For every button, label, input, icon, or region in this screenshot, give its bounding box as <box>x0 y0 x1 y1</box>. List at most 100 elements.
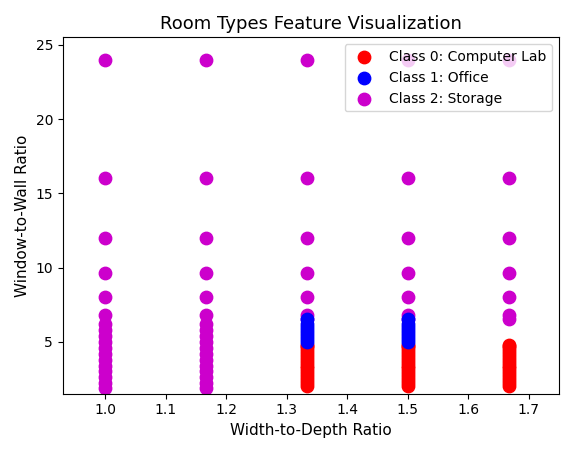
Class 0: Computer Lab: (1.5, 2.4): Computer Lab: (1.5, 2.4) <box>403 377 412 384</box>
Class 0: Computer Lab: (1.67, 4.4): Computer Lab: (1.67, 4.4) <box>504 347 513 354</box>
Class 2: Storage: (1, 1.9): Storage: (1, 1.9) <box>100 384 110 391</box>
Class 2: Storage: (1.67, 8): Storage: (1.67, 8) <box>504 294 513 301</box>
Class 2: Storage: (1.5, 9.6): Storage: (1.5, 9.6) <box>403 270 412 277</box>
Class 2: Storage: (1.17, 5.4): Storage: (1.17, 5.4) <box>201 332 211 339</box>
Class 1: Office: (1.5, 5.4): Office: (1.5, 5.4) <box>403 332 412 339</box>
Class 0: Computer Lab: (1.67, 3.4): Computer Lab: (1.67, 3.4) <box>504 362 513 369</box>
Class 0: Computer Lab: (1.67, 3): Computer Lab: (1.67, 3) <box>504 368 513 375</box>
Class 2: Storage: (1.17, 6.8): Storage: (1.17, 6.8) <box>201 311 211 318</box>
Class 0: Computer Lab: (1.33, 4): Computer Lab: (1.33, 4) <box>302 353 311 360</box>
Class 2: Storage: (1, 24): Storage: (1, 24) <box>100 56 110 63</box>
Class 0: Computer Lab: (1.33, 2.6): Computer Lab: (1.33, 2.6) <box>302 374 311 381</box>
Class 2: Storage: (1, 4.6): Storage: (1, 4.6) <box>100 344 110 352</box>
Class 2: Storage: (1.67, 9.6): Storage: (1.67, 9.6) <box>504 270 513 277</box>
Class 0: Computer Lab: (1.67, 3.2): Computer Lab: (1.67, 3.2) <box>504 365 513 372</box>
Class 1: Office: (1.5, 5.6): Office: (1.5, 5.6) <box>403 329 412 337</box>
X-axis label: Width-to-Depth Ratio: Width-to-Depth Ratio <box>230 423 392 438</box>
Class 2: Storage: (1.67, 16): Storage: (1.67, 16) <box>504 175 513 182</box>
Class 1: Office: (1.33, 5.4): Office: (1.33, 5.4) <box>302 332 311 339</box>
Class 0: Computer Lab: (1.5, 3.4): Computer Lab: (1.5, 3.4) <box>403 362 412 369</box>
Class 2: Storage: (1.17, 2.6): Storage: (1.17, 2.6) <box>201 374 211 381</box>
Class 1: Office: (1.5, 5.8): Office: (1.5, 5.8) <box>403 326 412 333</box>
Class 2: Storage: (1.67, 6.5): Storage: (1.67, 6.5) <box>504 316 513 323</box>
Class 0: Computer Lab: (1.33, 3.2): Computer Lab: (1.33, 3.2) <box>302 365 311 372</box>
Class 0: Computer Lab: (1.67, 4.6): Computer Lab: (1.67, 4.6) <box>504 344 513 352</box>
Class 0: Computer Lab: (1.5, 2.6): Computer Lab: (1.5, 2.6) <box>403 374 412 381</box>
Class 2: Storage: (1.5, 12): Storage: (1.5, 12) <box>403 234 412 241</box>
Class 2: Storage: (1.33, 6.5): Storage: (1.33, 6.5) <box>302 316 311 323</box>
Class 2: Storage: (1.17, 12): Storage: (1.17, 12) <box>201 234 211 241</box>
Class 1: Office: (1.33, 5.8): Office: (1.33, 5.8) <box>302 326 311 333</box>
Class 2: Storage: (1, 16): Storage: (1, 16) <box>100 175 110 182</box>
Class 2: Storage: (1.17, 4.6): Storage: (1.17, 4.6) <box>201 344 211 352</box>
Class 2: Storage: (1, 5): Storage: (1, 5) <box>100 338 110 345</box>
Class 2: Storage: (1.67, 12): Storage: (1.67, 12) <box>504 234 513 241</box>
Class 2: Storage: (1, 3.8): Storage: (1, 3.8) <box>100 356 110 363</box>
Class 2: Storage: (1.5, 6.5): Storage: (1.5, 6.5) <box>403 316 412 323</box>
Class 2: Storage: (1, 9.6): Storage: (1, 9.6) <box>100 270 110 277</box>
Class 2: Storage: (1.33, 9.6): Storage: (1.33, 9.6) <box>302 270 311 277</box>
Class 1: Office: (1.5, 5.2): Office: (1.5, 5.2) <box>403 335 412 342</box>
Class 0: Computer Lab: (1.67, 2): Computer Lab: (1.67, 2) <box>504 383 513 390</box>
Class 1: Office: (1.33, 5.2): Office: (1.33, 5.2) <box>302 335 311 342</box>
Class 2: Storage: (1.17, 3): Storage: (1.17, 3) <box>201 368 211 375</box>
Class 2: Storage: (1.17, 2.2): Storage: (1.17, 2.2) <box>201 380 211 387</box>
Class 2: Storage: (1.17, 8): Storage: (1.17, 8) <box>201 294 211 301</box>
Class 0: Computer Lab: (1.67, 2.6): Computer Lab: (1.67, 2.6) <box>504 374 513 381</box>
Class 2: Storage: (1.33, 16): Storage: (1.33, 16) <box>302 175 311 182</box>
Y-axis label: Window-to-Wall Ratio: Window-to-Wall Ratio <box>15 135 30 297</box>
Class 2: Storage: (1, 8): Storage: (1, 8) <box>100 294 110 301</box>
Class 2: Storage: (1, 6.8): Storage: (1, 6.8) <box>100 311 110 318</box>
Class 1: Office: (1.5, 5): Office: (1.5, 5) <box>403 338 412 345</box>
Class 0: Computer Lab: (1.67, 2.4): Computer Lab: (1.67, 2.4) <box>504 377 513 384</box>
Class 1: Office: (1.5, 6.5): Office: (1.5, 6.5) <box>403 316 412 323</box>
Class 0: Computer Lab: (1.5, 2): Computer Lab: (1.5, 2) <box>403 383 412 390</box>
Class 0: Computer Lab: (1.33, 3): Computer Lab: (1.33, 3) <box>302 368 311 375</box>
Class 2: Storage: (1, 4.2): Storage: (1, 4.2) <box>100 350 110 357</box>
Class 2: Storage: (1.33, 12): Storage: (1.33, 12) <box>302 234 311 241</box>
Class 2: Storage: (1.17, 16): Storage: (1.17, 16) <box>201 175 211 182</box>
Class 2: Storage: (1, 3): Storage: (1, 3) <box>100 368 110 375</box>
Class 0: Computer Lab: (1.67, 4.2): Computer Lab: (1.67, 4.2) <box>504 350 513 357</box>
Class 0: Computer Lab: (1.67, 2.2): Computer Lab: (1.67, 2.2) <box>504 380 513 387</box>
Class 2: Storage: (1, 5.4): Storage: (1, 5.4) <box>100 332 110 339</box>
Class 2: Storage: (1.67, 6.8): Storage: (1.67, 6.8) <box>504 311 513 318</box>
Class 0: Computer Lab: (1.5, 3): Computer Lab: (1.5, 3) <box>403 368 412 375</box>
Class 2: Storage: (1, 5.8): Storage: (1, 5.8) <box>100 326 110 333</box>
Class 2: Storage: (1.17, 1.9): Storage: (1.17, 1.9) <box>201 384 211 391</box>
Class 0: Computer Lab: (1.33, 3.6): Computer Lab: (1.33, 3.6) <box>302 359 311 366</box>
Class 2: Storage: (1, 6.2): Storage: (1, 6.2) <box>100 320 110 328</box>
Class 2: Storage: (1, 3.4): Storage: (1, 3.4) <box>100 362 110 369</box>
Class 2: Storage: (1, 12): Storage: (1, 12) <box>100 234 110 241</box>
Class 2: Storage: (1.67, 24): Storage: (1.67, 24) <box>504 56 513 63</box>
Class 1: Office: (1.33, 5.6): Office: (1.33, 5.6) <box>302 329 311 337</box>
Class 0: Computer Lab: (1.5, 2.8): Computer Lab: (1.5, 2.8) <box>403 371 412 378</box>
Class 0: Computer Lab: (1.67, 2.8): Computer Lab: (1.67, 2.8) <box>504 371 513 378</box>
Class 0: Computer Lab: (1.5, 3.2): Computer Lab: (1.5, 3.2) <box>403 365 412 372</box>
Class 0: Computer Lab: (1.33, 4.2): Computer Lab: (1.33, 4.2) <box>302 350 311 357</box>
Class 0: Computer Lab: (1.33, 2): Computer Lab: (1.33, 2) <box>302 383 311 390</box>
Class 1: Office: (1.33, 6): Office: (1.33, 6) <box>302 323 311 331</box>
Class 2: Storage: (1.17, 4.2): Storage: (1.17, 4.2) <box>201 350 211 357</box>
Class 1: Office: (1.33, 6.5): Office: (1.33, 6.5) <box>302 316 311 323</box>
Class 0: Computer Lab: (1.67, 4.8): Computer Lab: (1.67, 4.8) <box>504 341 513 348</box>
Class 2: Storage: (1.17, 5): Storage: (1.17, 5) <box>201 338 211 345</box>
Class 0: Computer Lab: (1.5, 4): Computer Lab: (1.5, 4) <box>403 353 412 360</box>
Title: Room Types Feature Visualization: Room Types Feature Visualization <box>160 15 462 33</box>
Class 0: Computer Lab: (1.5, 4.8): Computer Lab: (1.5, 4.8) <box>403 341 412 348</box>
Class 2: Storage: (1.17, 9.6): Storage: (1.17, 9.6) <box>201 270 211 277</box>
Class 2: Storage: (1, 2.6): Storage: (1, 2.6) <box>100 374 110 381</box>
Class 0: Computer Lab: (1.67, 4): Computer Lab: (1.67, 4) <box>504 353 513 360</box>
Class 2: Storage: (1.17, 6.2): Storage: (1.17, 6.2) <box>201 320 211 328</box>
Class 0: Computer Lab: (1.33, 3.8): Computer Lab: (1.33, 3.8) <box>302 356 311 363</box>
Class 0: Computer Lab: (1.5, 3.8): Computer Lab: (1.5, 3.8) <box>403 356 412 363</box>
Legend: Class 0: Computer Lab, Class 1: Office, Class 2: Storage: Class 0: Computer Lab, Class 1: Office, … <box>344 44 552 111</box>
Class 2: Storage: (1.17, 5.8): Storage: (1.17, 5.8) <box>201 326 211 333</box>
Class 2: Storage: (1.5, 6.8): Storage: (1.5, 6.8) <box>403 311 412 318</box>
Class 0: Computer Lab: (1.67, 3.6): Computer Lab: (1.67, 3.6) <box>504 359 513 366</box>
Class 0: Computer Lab: (1.33, 4.8): Computer Lab: (1.33, 4.8) <box>302 341 311 348</box>
Class 1: Office: (1.5, 6.2): Office: (1.5, 6.2) <box>403 320 412 328</box>
Class 2: Storage: (1.17, 3.4): Storage: (1.17, 3.4) <box>201 362 211 369</box>
Class 0: Computer Lab: (1.5, 2.2): Computer Lab: (1.5, 2.2) <box>403 380 412 387</box>
Class 0: Computer Lab: (1.5, 4.6): Computer Lab: (1.5, 4.6) <box>403 344 412 352</box>
